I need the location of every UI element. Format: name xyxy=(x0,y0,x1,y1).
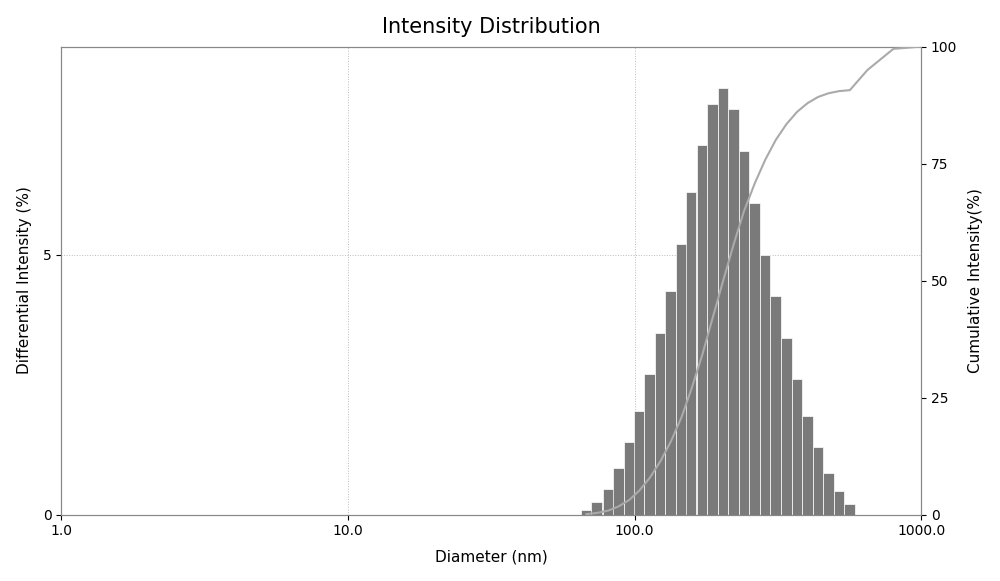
Y-axis label: Cumulative Intensity(%): Cumulative Intensity(%) xyxy=(968,188,983,373)
Bar xyxy=(792,379,802,515)
Title: Intensity Distribution: Intensity Distribution xyxy=(382,17,601,37)
Bar xyxy=(728,109,739,515)
Bar xyxy=(760,254,770,515)
Bar xyxy=(644,374,655,515)
Bar xyxy=(739,150,749,515)
Bar xyxy=(749,203,760,515)
Bar xyxy=(665,291,676,515)
Bar xyxy=(834,491,844,515)
Bar xyxy=(603,489,614,515)
Bar xyxy=(581,510,592,515)
Bar xyxy=(707,104,718,515)
Bar xyxy=(676,244,687,515)
Bar xyxy=(591,501,602,515)
Bar xyxy=(813,447,823,515)
Bar xyxy=(697,145,707,515)
Bar xyxy=(823,473,834,515)
Bar xyxy=(718,88,728,515)
X-axis label: Diameter (nm): Diameter (nm) xyxy=(435,549,548,564)
Y-axis label: Differential Intensity (%): Differential Intensity (%) xyxy=(17,187,32,375)
Bar xyxy=(624,442,635,515)
Bar xyxy=(634,411,644,515)
Bar xyxy=(613,468,624,515)
Bar xyxy=(686,192,696,515)
Bar xyxy=(781,338,792,515)
Bar xyxy=(802,416,813,515)
Bar xyxy=(655,332,665,515)
Bar xyxy=(770,296,781,515)
Bar xyxy=(844,504,855,515)
